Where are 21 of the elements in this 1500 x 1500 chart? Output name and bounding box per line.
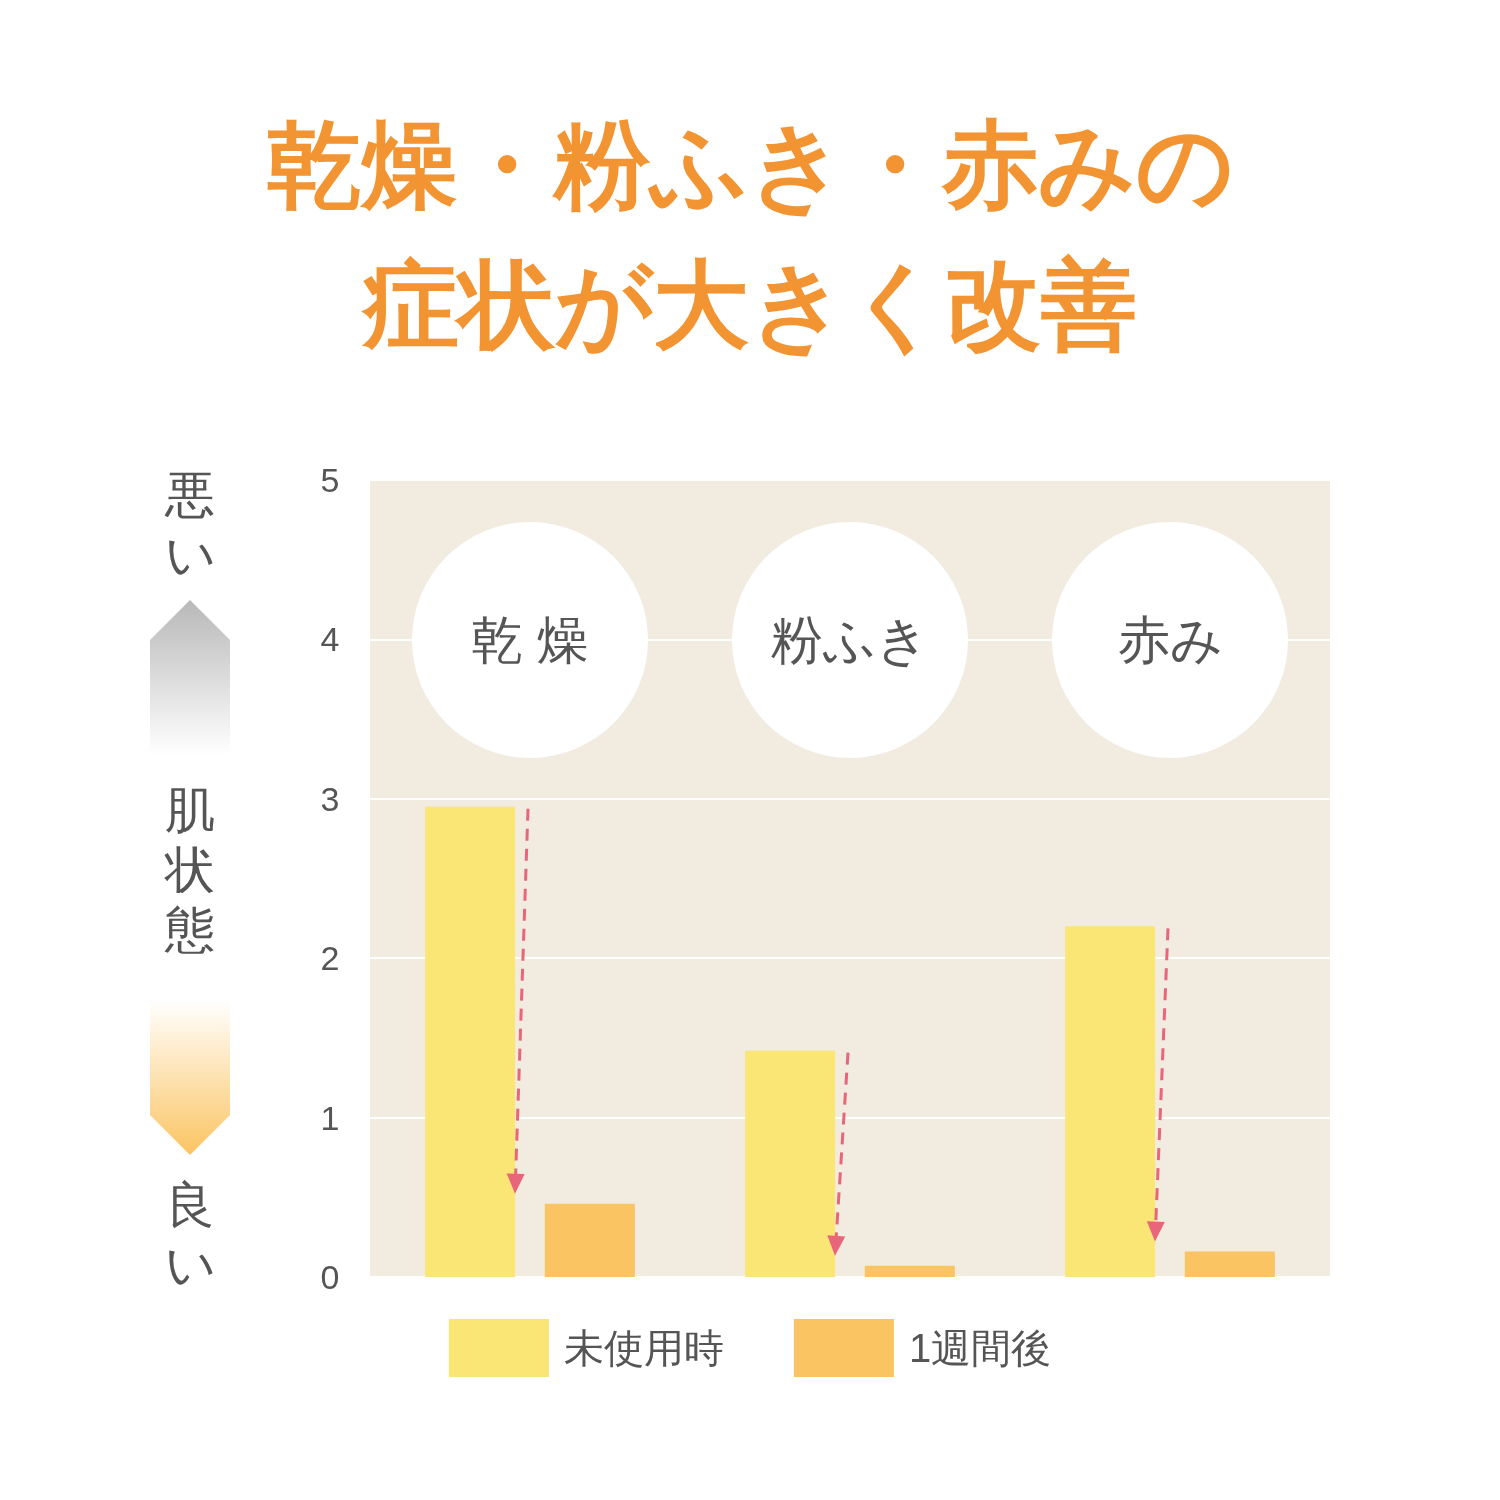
bar	[1065, 926, 1156, 1277]
legend-label: 1週間後	[908, 1326, 1052, 1370]
bar	[745, 1050, 836, 1277]
y-tick-label: 1	[320, 1098, 340, 1137]
y-tick-label: 4	[320, 620, 340, 659]
bar	[544, 1203, 635, 1277]
x-tick-label: 粉ふき	[771, 611, 929, 669]
bar	[1184, 1251, 1275, 1277]
bar	[425, 806, 516, 1277]
bar	[864, 1265, 955, 1277]
y-tick-label: 5	[320, 461, 340, 499]
legend-label: 未使用時	[563, 1326, 724, 1370]
text: 良い	[163, 1175, 217, 1295]
y-tick-label: 3	[320, 779, 340, 818]
y-tick-label: 0	[320, 1258, 340, 1296]
y-axis-title: 肌状態	[163, 780, 216, 960]
chart-title: 乾燥・粉ふき・赤みの症状が大きく改善	[265, 108, 1235, 363]
x-tick-label: 赤み	[1117, 611, 1223, 669]
text: 悪い	[163, 465, 217, 585]
x-tick-label: 乾 燥	[470, 611, 590, 669]
y-tick-label: 2	[320, 939, 340, 978]
